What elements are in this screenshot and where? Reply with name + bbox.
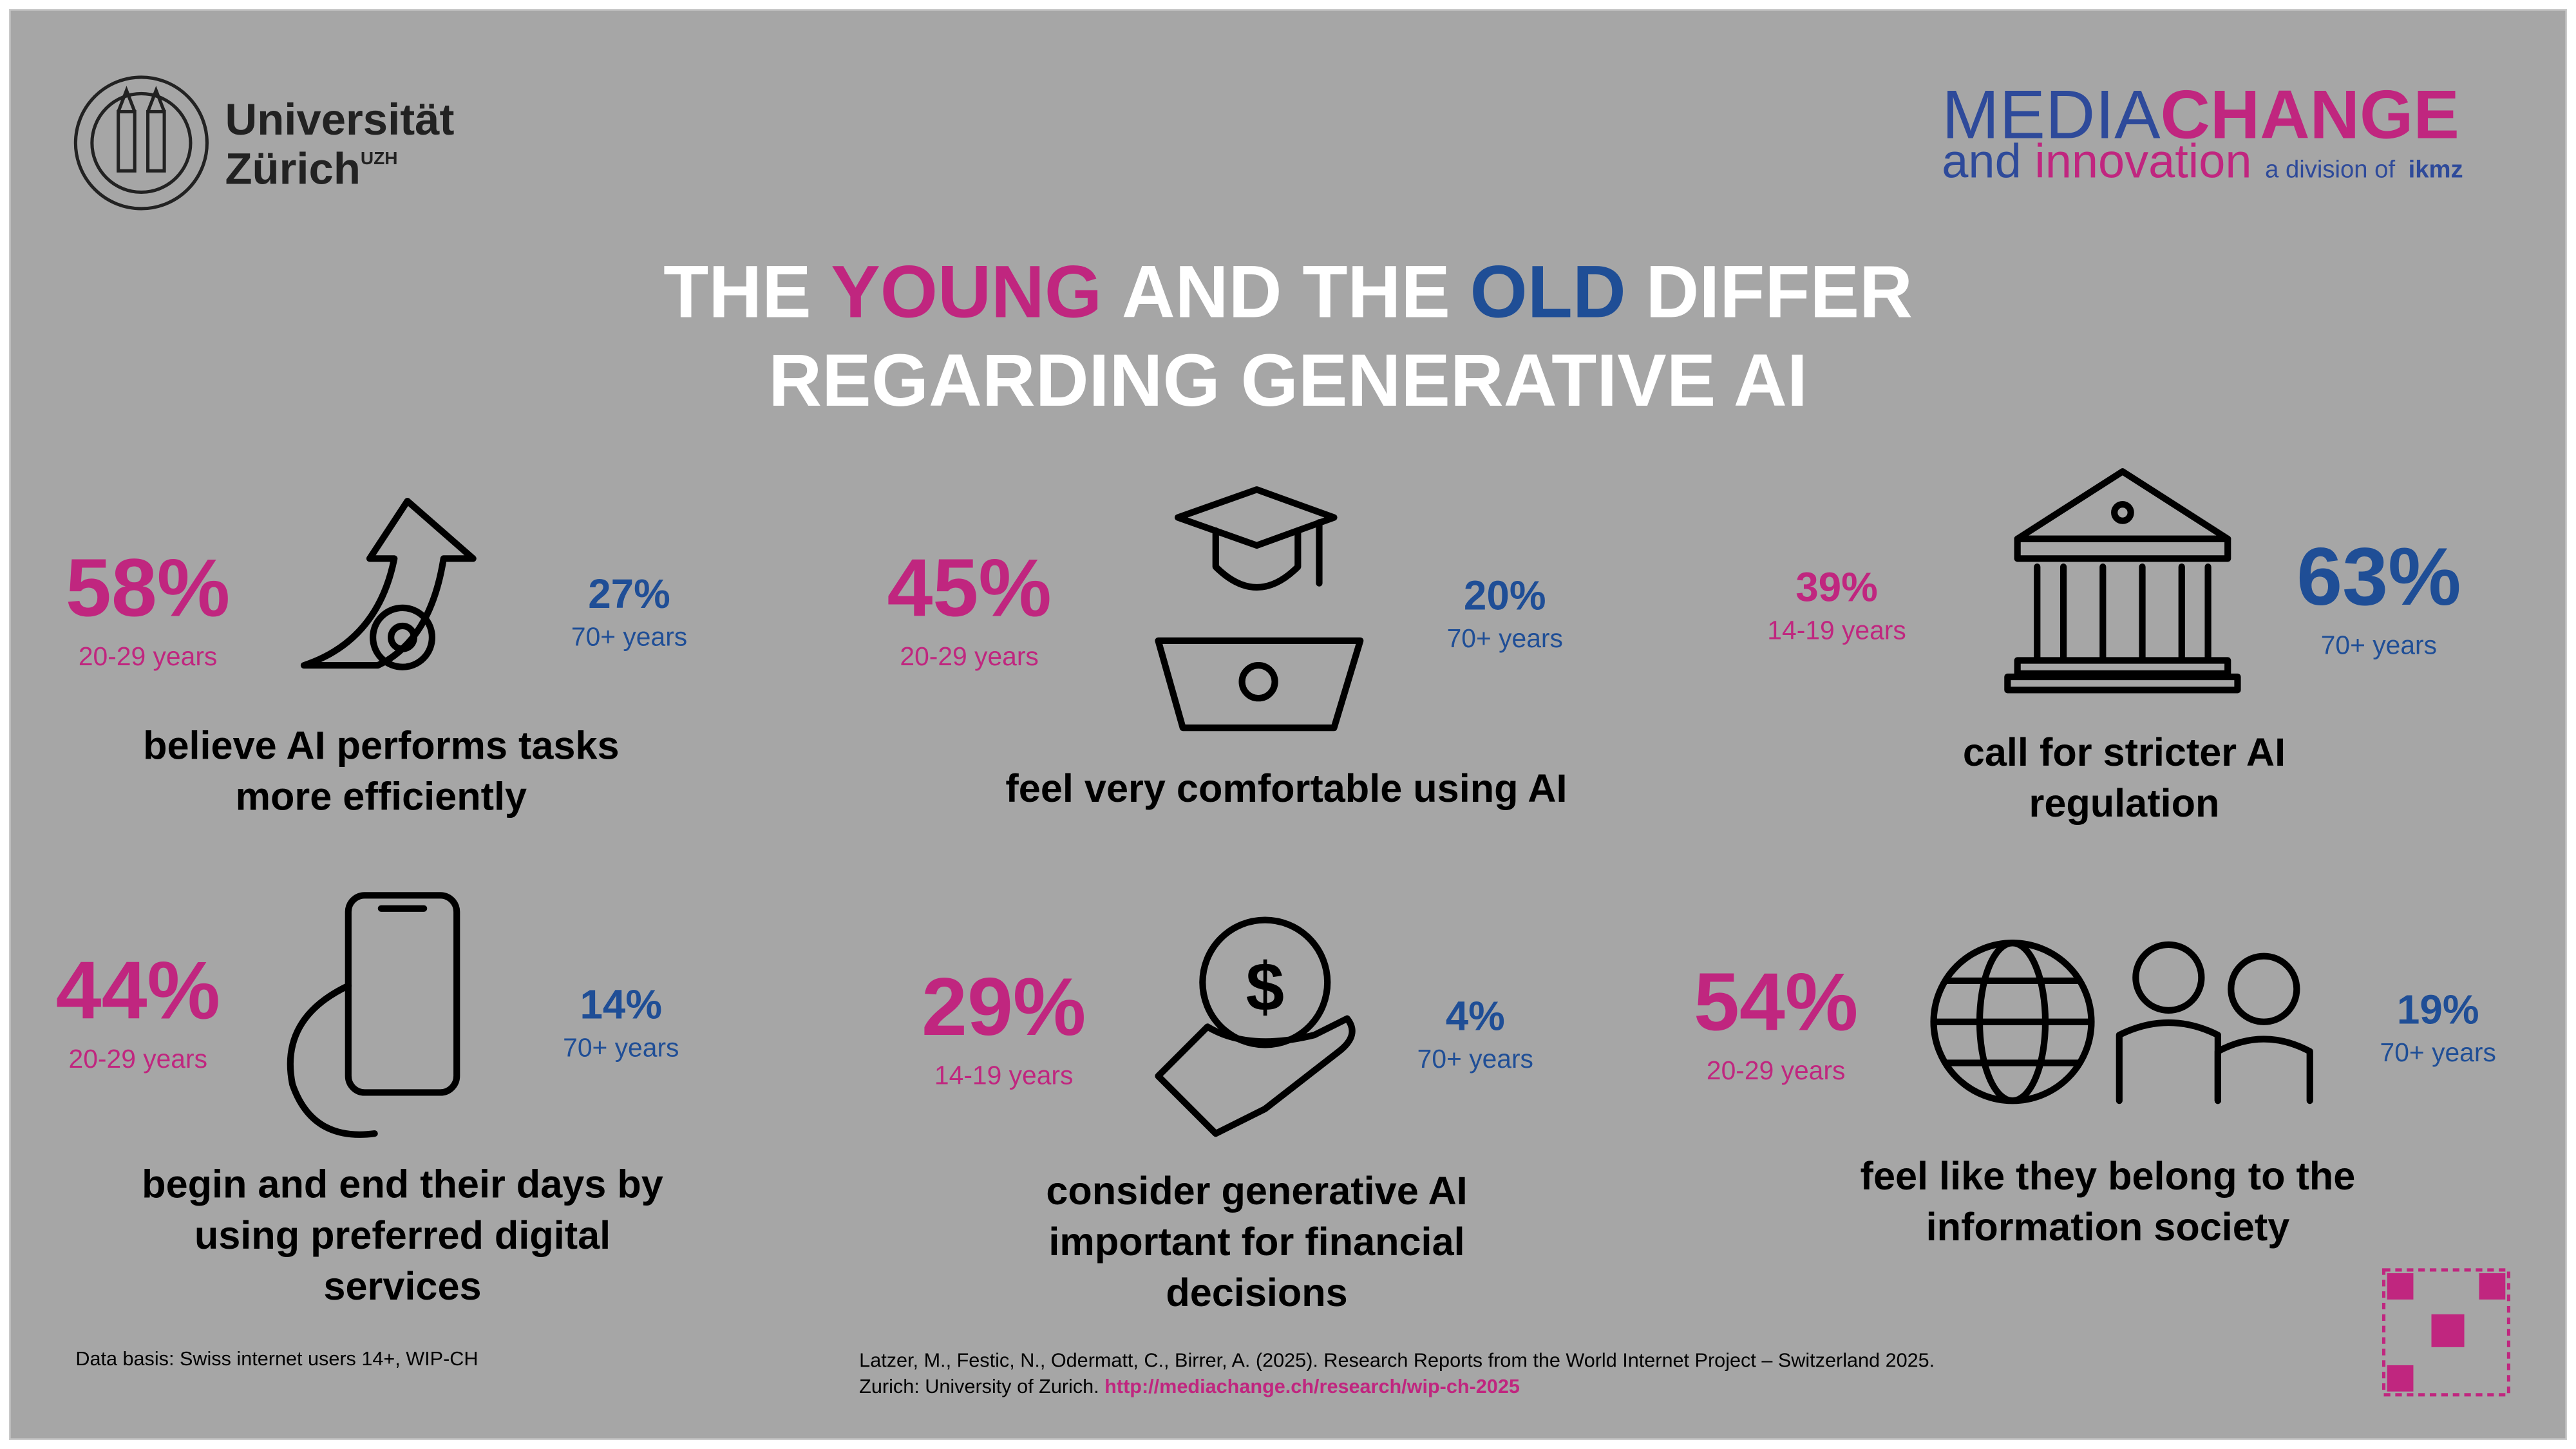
big-group: 20-29 years bbox=[69, 1044, 207, 1074]
small-group: 70+ years bbox=[1417, 1044, 1533, 1074]
big-group: 20-29 years bbox=[1707, 1056, 1845, 1085]
caption: using preferred digital bbox=[194, 1213, 611, 1257]
mc-media: MEDIA bbox=[1942, 75, 2161, 153]
small-percent: 14% bbox=[580, 981, 662, 1028]
small-group: 70+ years bbox=[571, 622, 687, 652]
caption: feel like they belong to the bbox=[1861, 1154, 2356, 1198]
uzh-seal bbox=[73, 75, 209, 211]
caption: services bbox=[323, 1264, 481, 1308]
title-word: THE bbox=[663, 251, 811, 333]
svg-text:$: $ bbox=[1245, 948, 1284, 1025]
small-percent: 4% bbox=[1446, 992, 1505, 1039]
title-word: DIFFER bbox=[1645, 251, 1912, 333]
caption: decisions bbox=[1166, 1271, 1347, 1314]
caption: more efficiently bbox=[236, 775, 527, 819]
title-word: AND THE bbox=[1122, 251, 1450, 333]
big-percent: 44% bbox=[56, 945, 220, 1037]
big-group: 14-19 years bbox=[934, 1061, 1073, 1090]
data-basis: Data basis: Swiss internet users 14+, WI… bbox=[75, 1348, 478, 1370]
big-group: 70+ years bbox=[2321, 630, 2437, 659]
mc-division: a division of bbox=[2265, 156, 2395, 184]
icon-arrow-gear bbox=[300, 497, 477, 670]
small-percent: 19% bbox=[2397, 986, 2479, 1032]
mc-logo: MEDIACHANGE bbox=[1942, 75, 2459, 153]
big-group: 20-29 years bbox=[900, 641, 1038, 671]
big-percent: 58% bbox=[66, 543, 230, 634]
icon-institution bbox=[2004, 468, 2241, 694]
title-word: OLD bbox=[1470, 251, 1626, 333]
publisher: Zurich: University of Zurich. bbox=[859, 1376, 1099, 1397]
mc-innovation: innovation bbox=[2034, 135, 2251, 188]
mc-change: CHANGE bbox=[2161, 75, 2459, 153]
uzh-abbr: UZH bbox=[361, 148, 398, 168]
big-percent: 54% bbox=[1694, 956, 1858, 1048]
small-percent: 20% bbox=[1464, 572, 1546, 618]
caption: feel very comfortable using AI bbox=[1005, 766, 1567, 810]
caption: important for financial bbox=[1048, 1220, 1464, 1264]
title-word: YOUNG bbox=[831, 251, 1102, 333]
icon-globe-people bbox=[1930, 940, 2313, 1104]
caption: regulation bbox=[2029, 781, 2220, 825]
caption: begin and end their days by bbox=[142, 1162, 663, 1206]
uzh-city: ZürichUZH bbox=[225, 144, 397, 194]
small-group: 14-19 years bbox=[1767, 615, 1906, 645]
publisher-line: Zurich: University of Zurich. http://med… bbox=[859, 1376, 1520, 1397]
mc-sub: and innovation a division of ikmz bbox=[1942, 135, 2463, 188]
qr-code bbox=[2382, 1268, 2510, 1397]
big-percent: 45% bbox=[887, 543, 1051, 634]
caption: information society bbox=[1926, 1205, 2290, 1249]
citation: Latzer, M., Festic, N., Odermatt, C., Bi… bbox=[859, 1349, 1935, 1371]
small-group: 70+ years bbox=[1447, 623, 1563, 653]
caption: consider generative AI bbox=[1046, 1169, 1467, 1213]
title-line2: REGARDING GENERATIVE AI bbox=[768, 339, 1807, 422]
uzh-name: Universität bbox=[225, 95, 454, 144]
small-group: 70+ years bbox=[2380, 1037, 2496, 1067]
small-percent: 27% bbox=[588, 571, 670, 617]
big-group: 20-29 years bbox=[79, 641, 217, 671]
link[interactable]: http://mediachange.ch/research/wip-ch-20… bbox=[1104, 1376, 1520, 1397]
small-group: 70+ years bbox=[563, 1032, 679, 1062]
uzh-city-text: Zürich bbox=[225, 144, 360, 194]
title-line1: THE YOUNG AND THE OLD DIFFER bbox=[663, 251, 1913, 333]
icon-phone bbox=[287, 892, 460, 1138]
mc-and: and bbox=[1942, 135, 2021, 188]
small-percent: 39% bbox=[1795, 564, 1878, 611]
icon-graduate bbox=[1155, 486, 1364, 732]
big-percent: 29% bbox=[922, 961, 1086, 1053]
mc-ikmz: ikmz bbox=[2409, 156, 2463, 184]
big-percent: 63% bbox=[2297, 531, 2461, 623]
caption: call for stricter AI bbox=[1963, 730, 2286, 774]
icon-money-hand: $ bbox=[1155, 916, 1356, 1137]
caption: believe AI performs tasks bbox=[143, 724, 620, 768]
